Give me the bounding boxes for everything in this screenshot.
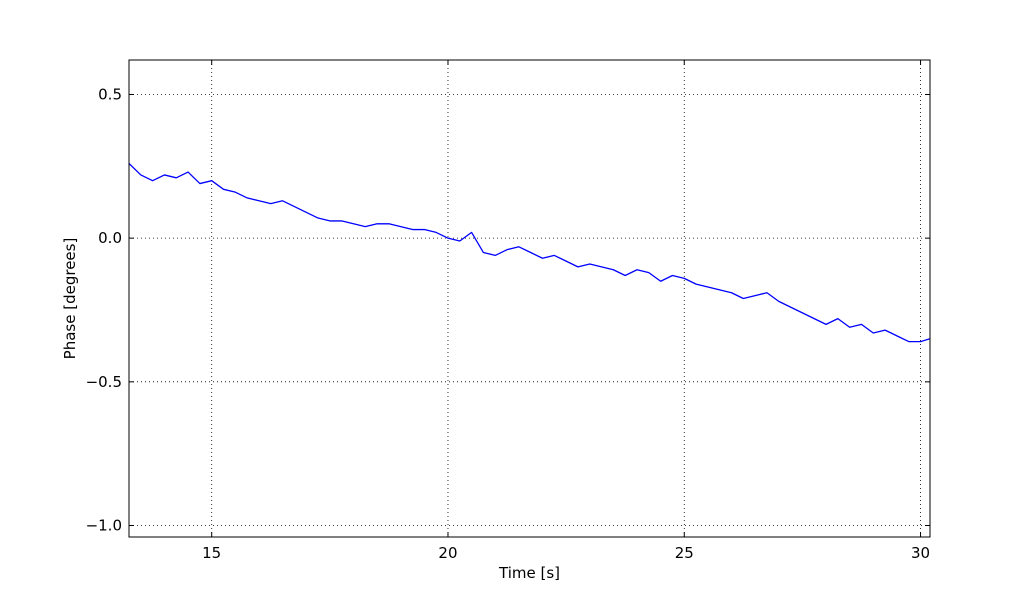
y-axis-label: Phase [degrees] [61, 238, 79, 360]
x-tick-label: 15 [202, 544, 221, 562]
series-layer [129, 162, 930, 343]
y-tick-label: 0.5 [98, 85, 122, 103]
x-tick-label: 30 [911, 544, 930, 562]
grid [129, 60, 930, 537]
series-line [129, 162, 930, 343]
x-tick-label: 25 [675, 544, 694, 562]
x-axis-label: Time [s] [498, 564, 560, 582]
x-tick-label: 20 [438, 544, 457, 562]
y-tick-label: −1.0 [86, 517, 122, 535]
ticks: 15 20 25 30 0.5 0.0 −0.5 −1.0 [86, 60, 930, 562]
y-tick-label: 0.0 [98, 229, 122, 247]
plot-area-background [129, 60, 930, 537]
y-tick-label: −0.5 [86, 373, 122, 391]
plot-frame [128, 59, 931, 538]
